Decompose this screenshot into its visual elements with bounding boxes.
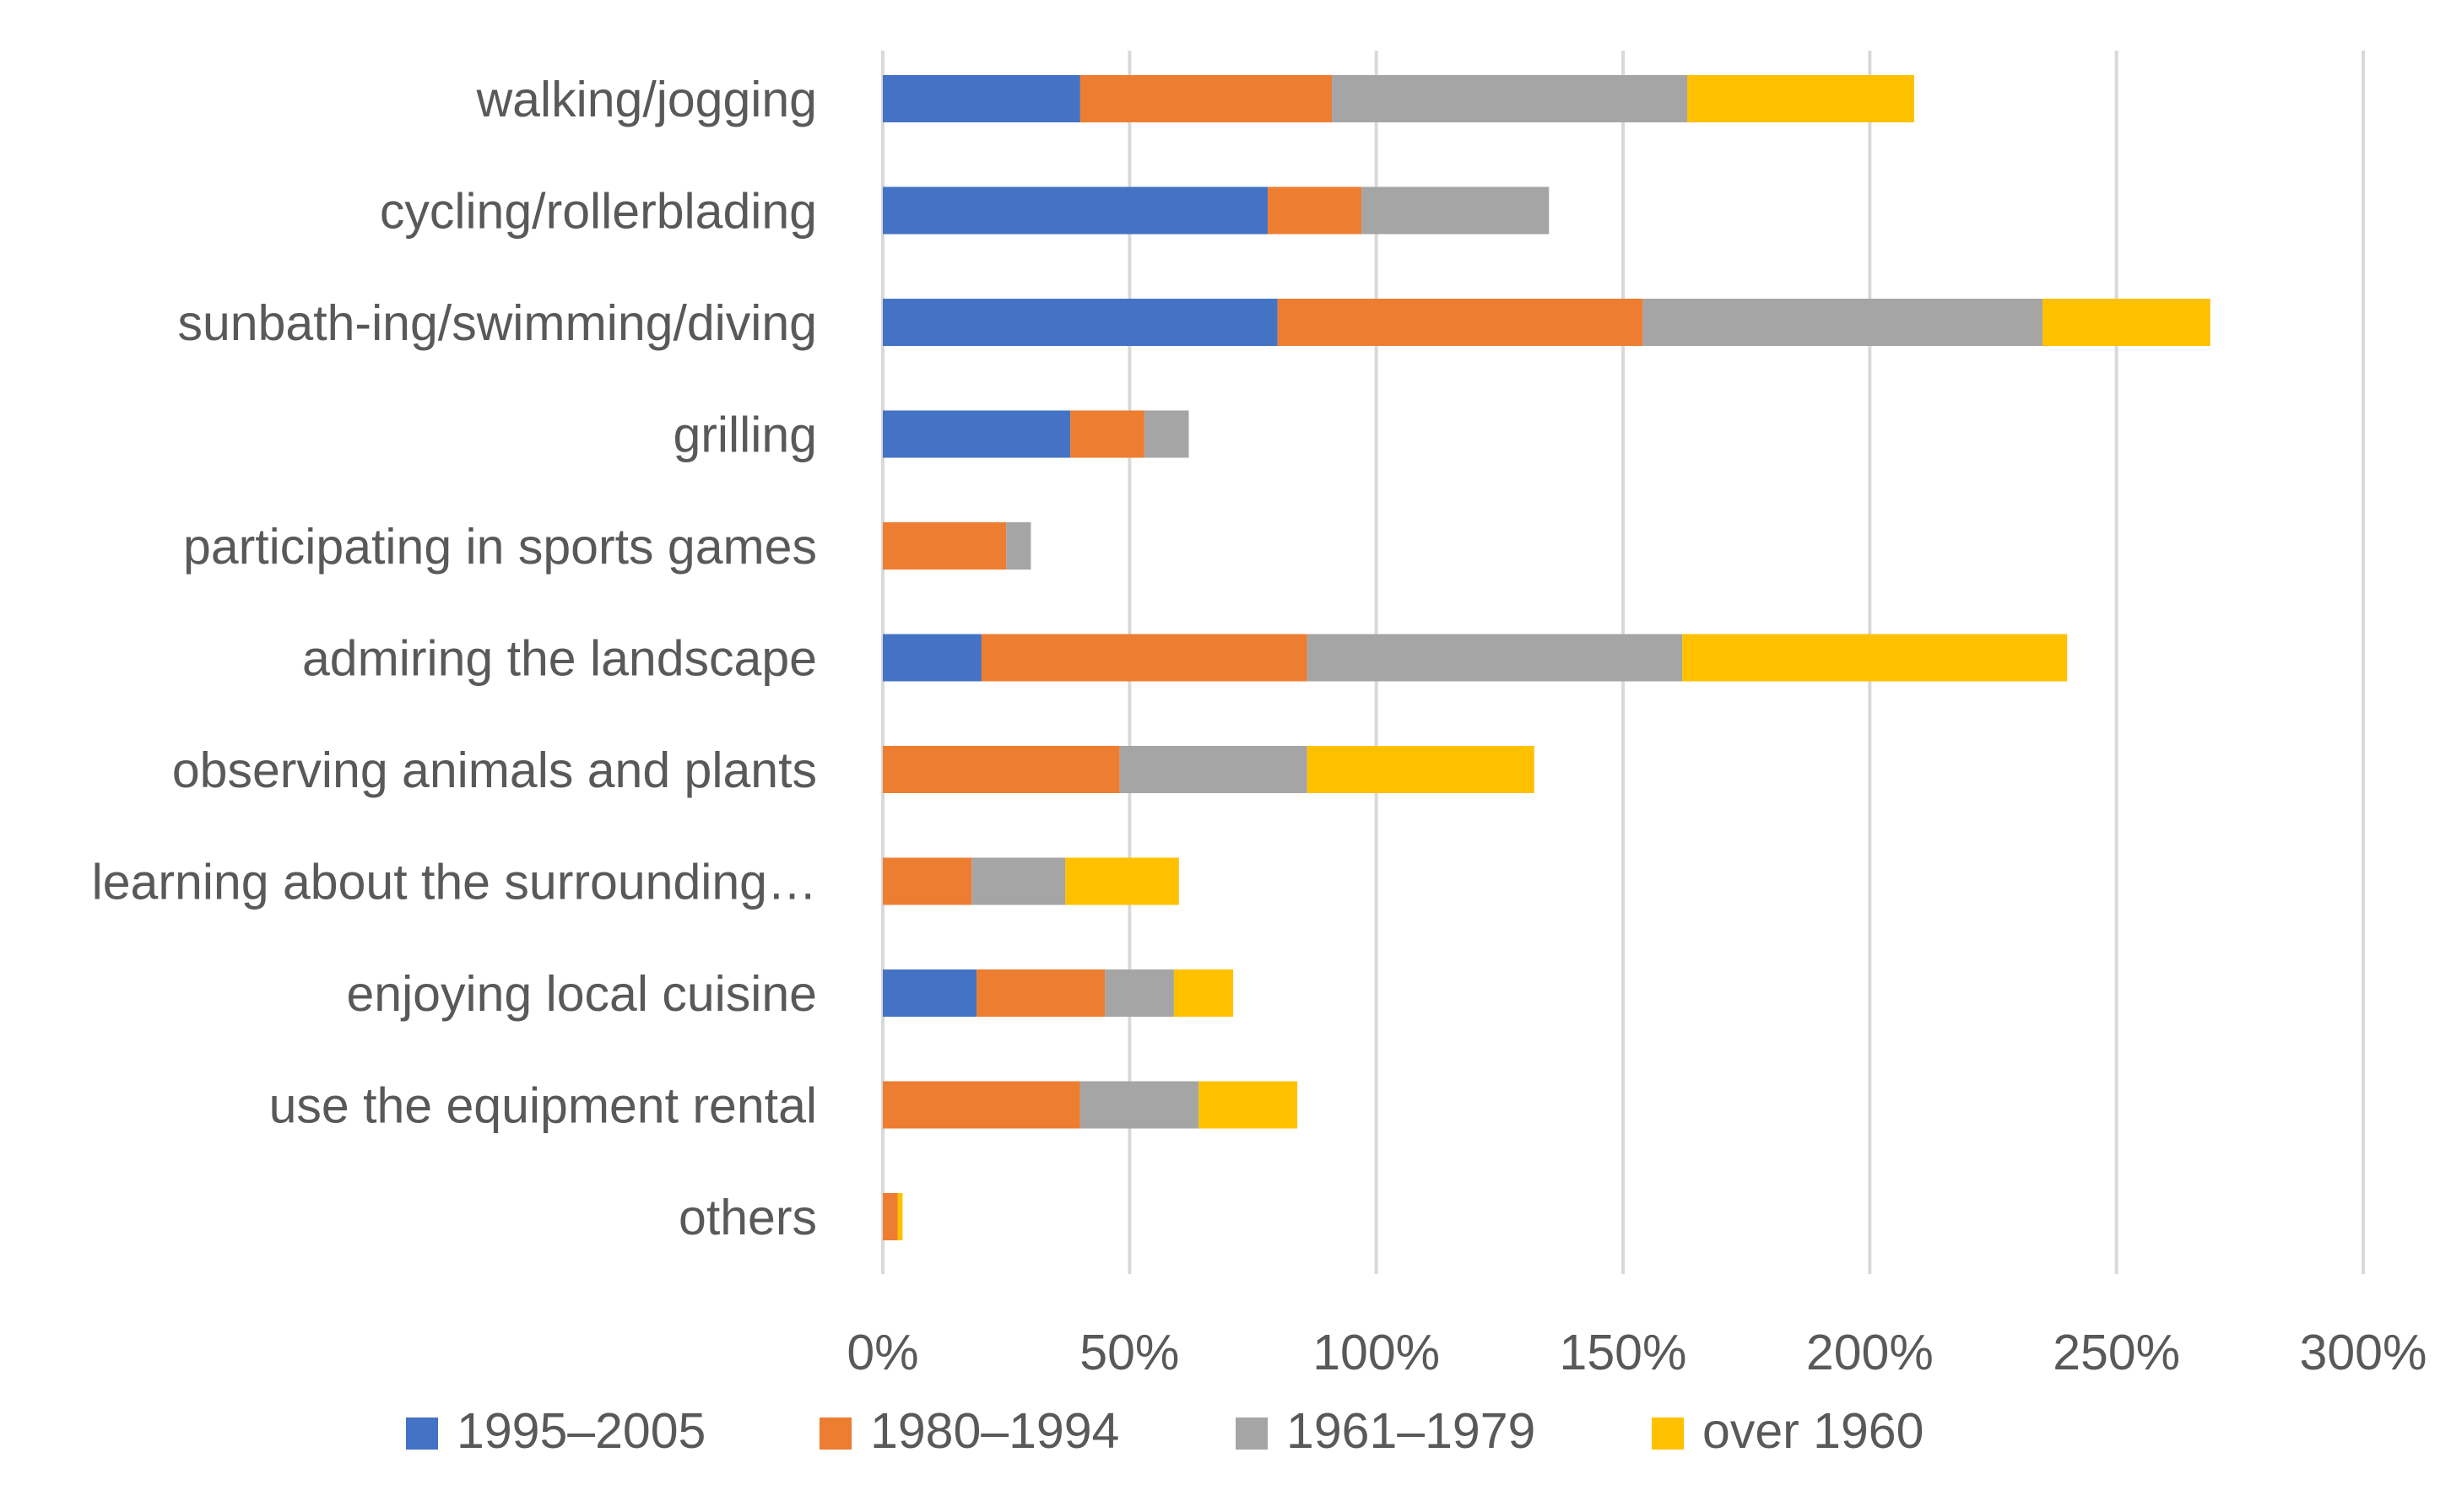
legend-label: 1995–2005 — [457, 1403, 706, 1459]
bar-segment-3 — [1307, 634, 1683, 682]
bar-segment-2 — [883, 522, 1007, 570]
bar-segment-4 — [1682, 634, 2068, 682]
bar-segment-4 — [2042, 299, 2210, 346]
bar-segment-1 — [883, 410, 1071, 458]
bar-segment-3 — [1361, 186, 1550, 235]
x-tick-label: 250% — [2053, 1325, 2180, 1380]
bar-segment-1 — [883, 299, 1278, 346]
category-label: admiring the landscape — [302, 631, 817, 687]
bar-segment-1 — [883, 969, 977, 1017]
bar-segment-3 — [1105, 969, 1174, 1017]
category-label: walking/jogging — [476, 72, 817, 127]
bar-segment-3 — [971, 857, 1066, 905]
category-label: participating in sports games — [183, 519, 817, 575]
bar-segment-1 — [883, 186, 1269, 235]
bar-segment-3 — [1079, 1081, 1199, 1129]
category-label: sunbath-ing/swimming/diving — [177, 295, 817, 351]
legend-label: over 1960 — [1702, 1403, 1923, 1459]
bar-segment-4 — [1307, 746, 1534, 793]
bar-segment-2 — [883, 1193, 898, 1240]
bar-segment-2 — [981, 634, 1307, 682]
bar-segment-2 — [1277, 299, 1643, 346]
bar-segment-2 — [1070, 410, 1144, 458]
legend-swatch — [1652, 1418, 1684, 1450]
bar-segment-3 — [1332, 75, 1688, 122]
bar-segment-4 — [1065, 857, 1179, 905]
bar-segment-4 — [1198, 1081, 1298, 1129]
legend: 1995–2005 1980–1994 1961–1979 over 1960 — [406, 1403, 1923, 1459]
legend-label: 1980–1994 — [870, 1403, 1119, 1459]
bar-segment-1 — [883, 634, 982, 682]
bar-segment-4 — [897, 1193, 903, 1240]
legend-swatch — [820, 1418, 852, 1450]
legend-label: 1961–1979 — [1286, 1403, 1535, 1459]
bar-segment-2 — [883, 746, 1120, 793]
category-label: grilling — [673, 408, 817, 463]
bar-segment-2 — [883, 857, 972, 905]
x-tick-label: 100% — [1312, 1325, 1440, 1380]
category-label: learning about the surrounding… — [92, 855, 817, 910]
legend-swatch — [1236, 1418, 1268, 1450]
bar-segment-4 — [1173, 969, 1234, 1017]
category-label: enjoying local cuisine — [346, 966, 817, 1022]
axes: 0% 50% 100% 150% 200% 250% 300% walking/jogging… — [92, 72, 2427, 1380]
bar-segment-4 — [1687, 75, 1914, 122]
bars — [883, 75, 2210, 1240]
bar-segment-3 — [1144, 410, 1189, 458]
bar-segment-3 — [1642, 299, 2043, 346]
category-label: others — [679, 1190, 817, 1245]
bar-segment-2 — [1079, 75, 1333, 122]
x-tick-label: 150% — [1560, 1325, 1687, 1380]
category-label: observing animals and plants — [172, 742, 817, 798]
x-tick-label: 50% — [1079, 1325, 1179, 1380]
bar-segment-2 — [883, 1081, 1080, 1129]
category-label: cycling/rollerblading — [380, 184, 817, 240]
category-label: use the equipment rental — [269, 1078, 817, 1134]
x-tick-label: 0% — [847, 1325, 918, 1380]
bar-segment-3 — [1006, 522, 1031, 570]
legend-swatch — [406, 1418, 438, 1450]
bar-segment-2 — [1268, 186, 1362, 235]
x-tick-label: 200% — [1806, 1325, 1934, 1380]
bar-segment-2 — [977, 969, 1106, 1017]
x-tick-label: 300% — [2300, 1325, 2427, 1380]
bar-segment-1 — [883, 75, 1080, 122]
bar-segment-3 — [1119, 746, 1307, 793]
